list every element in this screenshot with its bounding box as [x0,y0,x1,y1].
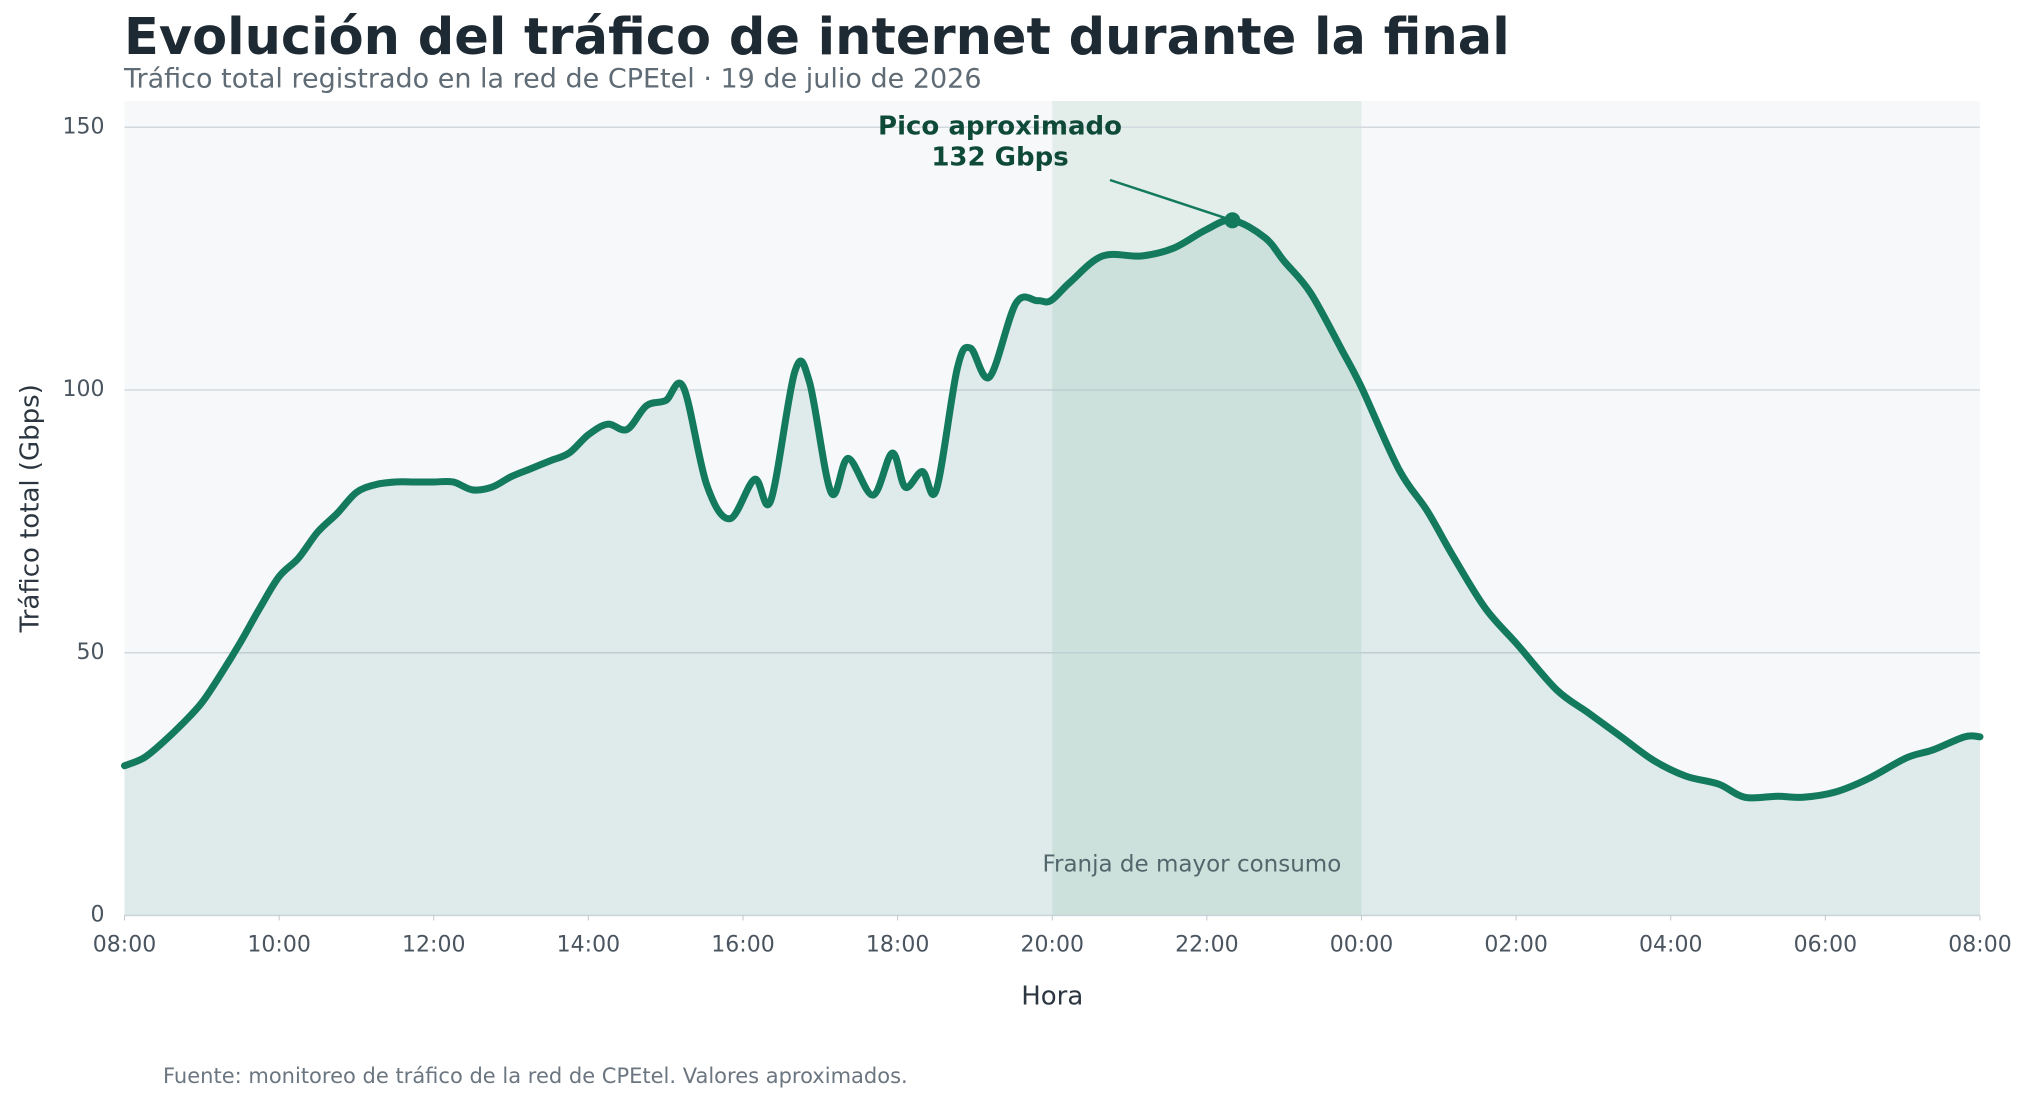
y-tick-label: 150 [63,114,105,139]
highlight-label: Franja de mayor consumo [1042,852,1341,878]
annotation-arrow [1109,178,1233,222]
y-tick-label: 0 [91,903,105,928]
x-tick-label: 02:00 [1484,933,1547,958]
x-tick-label: 22:00 [1175,933,1238,958]
chart-title: Evolución del tráfico de internet durant… [124,8,1510,67]
source-note: Fuente: monitoreo de tráfico de la red d… [163,1064,908,1088]
annotation-text: 132 Gbps [931,143,1068,173]
x-tick-label: 16:00 [711,933,774,958]
x-tick-label: 06:00 [1794,933,1857,958]
x-tick-label: 08:00 [93,933,156,958]
annotation-text: Pico aproximado [878,112,1122,142]
line [121,216,1984,802]
x-tick-label: 12:00 [402,933,465,958]
peak-marker [1224,212,1241,229]
area [124,220,1980,916]
x-tick-label: 00:00 [1330,933,1393,958]
x-tick-label: 18:00 [866,933,929,958]
y-tick-label: 100 [63,377,105,402]
x-tick-label: 04:00 [1639,933,1702,958]
chart-subtitle: Tráfico total registrado en la red de CP… [123,64,982,95]
x-tick-label: 20:00 [1021,933,1084,958]
x-tick-label: 10:00 [247,933,310,958]
y-axis-label: Tráfico total (Gbps) [16,384,46,633]
highlight-band [1052,101,1362,916]
x-tick-label: 14:00 [557,933,620,958]
x-axis-label: Hora [1021,982,1083,1012]
x-tick-label: 08:00 [1948,933,2011,958]
y-tick-label: 50 [77,640,105,665]
